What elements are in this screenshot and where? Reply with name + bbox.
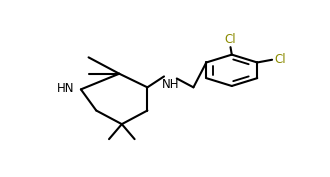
Text: Cl: Cl: [225, 33, 236, 46]
Text: NH: NH: [162, 78, 179, 91]
Text: HN: HN: [57, 82, 75, 95]
Text: Cl: Cl: [275, 53, 286, 65]
